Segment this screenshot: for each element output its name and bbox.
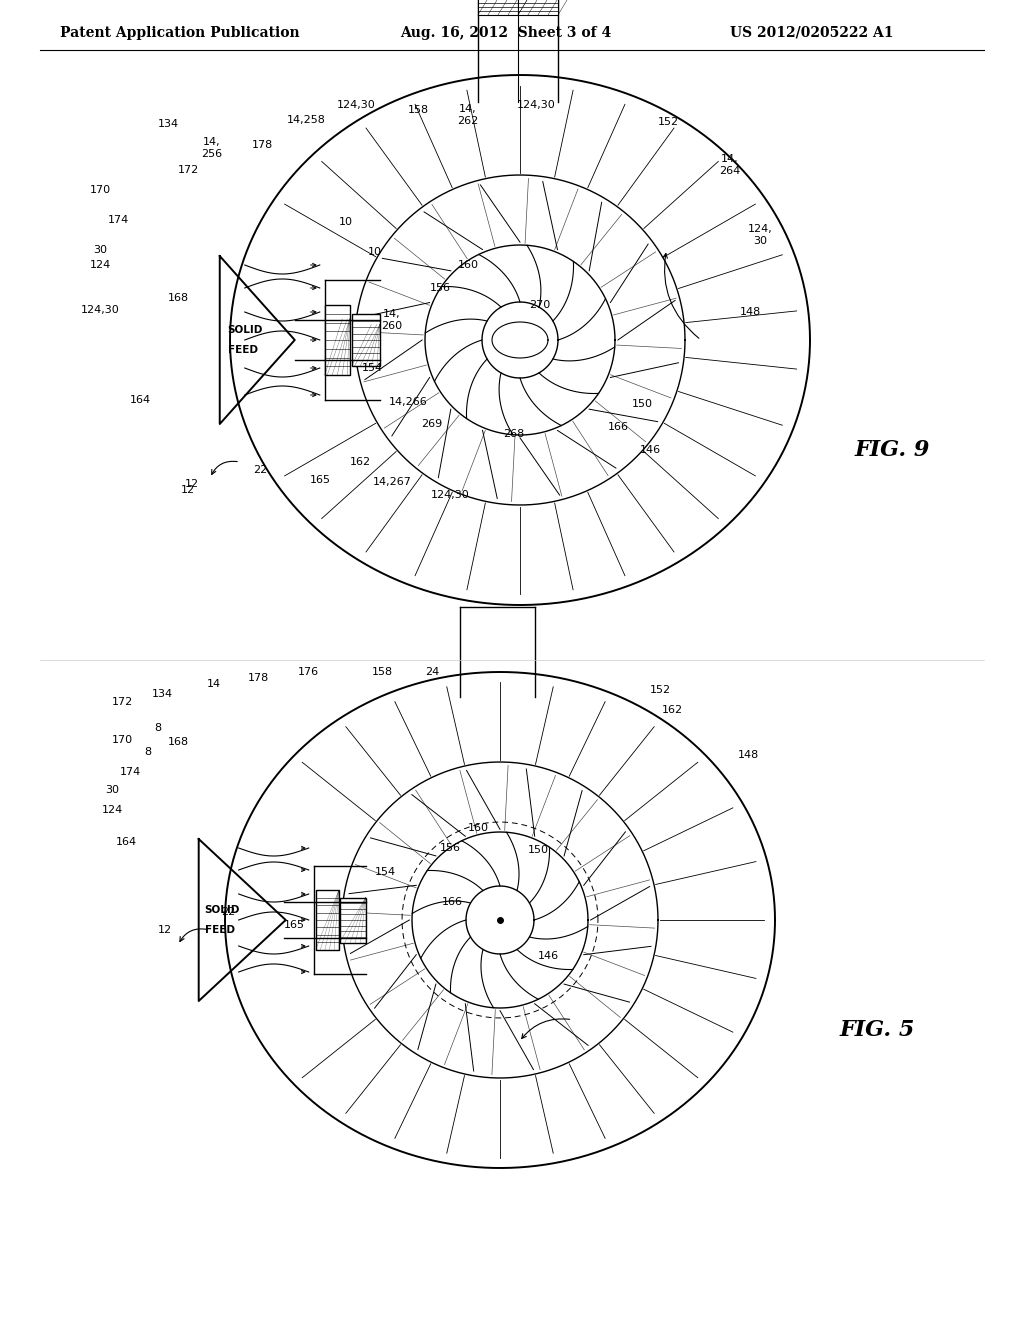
- Bar: [518, 0, 558, 15]
- Bar: [325, 305, 350, 375]
- Text: 24: 24: [425, 667, 439, 677]
- Text: 14,
262: 14, 262: [458, 104, 478, 125]
- Text: 178: 178: [251, 140, 272, 150]
- Text: Patent Application Publication: Patent Application Publication: [60, 26, 300, 40]
- Text: 165: 165: [284, 920, 304, 931]
- Text: 134: 134: [152, 689, 173, 700]
- Text: 162: 162: [349, 457, 371, 467]
- Text: 124,30: 124,30: [431, 490, 469, 500]
- Text: 168: 168: [168, 293, 188, 304]
- Text: 156: 156: [429, 282, 451, 293]
- Text: 166: 166: [441, 898, 463, 907]
- Text: 30: 30: [93, 246, 106, 255]
- Text: 172: 172: [177, 165, 199, 176]
- Text: 124,30: 124,30: [517, 100, 555, 110]
- Text: 166: 166: [607, 422, 629, 432]
- Text: 14,267: 14,267: [373, 477, 412, 487]
- Text: 165: 165: [309, 475, 331, 484]
- Text: 174: 174: [108, 215, 129, 224]
- Text: 172: 172: [112, 697, 133, 708]
- Text: 270: 270: [529, 300, 551, 310]
- Text: 12: 12: [181, 484, 195, 495]
- Text: 14,
264: 14, 264: [720, 154, 740, 176]
- Bar: [315, 890, 339, 949]
- Text: 124: 124: [101, 805, 123, 814]
- Bar: [352, 314, 380, 366]
- Text: 176: 176: [297, 667, 318, 677]
- Text: 124,30: 124,30: [81, 305, 120, 315]
- Text: 134: 134: [158, 119, 178, 129]
- Text: 178: 178: [248, 673, 268, 682]
- Text: 268: 268: [504, 429, 524, 440]
- Text: FEED: FEED: [227, 345, 258, 355]
- Text: 174: 174: [120, 767, 140, 777]
- Text: 14,
256: 14, 256: [202, 137, 222, 158]
- Text: SOLID: SOLID: [205, 906, 240, 915]
- Text: 22: 22: [253, 465, 267, 475]
- Text: FEED: FEED: [205, 925, 234, 935]
- Text: 124: 124: [89, 260, 111, 271]
- Text: 10: 10: [339, 216, 353, 227]
- Text: 14: 14: [207, 678, 221, 689]
- Text: 156: 156: [439, 843, 461, 853]
- Text: 152: 152: [657, 117, 679, 127]
- Text: SOLID: SOLID: [227, 325, 263, 335]
- Text: 8: 8: [155, 723, 162, 733]
- Text: 12: 12: [158, 925, 172, 935]
- Text: 160: 160: [468, 822, 488, 833]
- Text: 148: 148: [739, 308, 761, 317]
- Text: Aug. 16, 2012  Sheet 3 of 4: Aug. 16, 2012 Sheet 3 of 4: [400, 26, 611, 40]
- Text: 22: 22: [221, 907, 236, 917]
- Text: 168: 168: [168, 737, 188, 747]
- Text: 146: 146: [639, 445, 660, 455]
- Text: FIG. 5: FIG. 5: [840, 1019, 915, 1041]
- Text: 158: 158: [408, 106, 429, 115]
- Text: 30: 30: [105, 785, 119, 795]
- Text: 124,30: 124,30: [337, 100, 376, 110]
- Bar: [478, 0, 518, 15]
- Text: 170: 170: [112, 735, 132, 744]
- Text: 8: 8: [144, 747, 152, 756]
- Text: 124,
30: 124, 30: [748, 224, 772, 246]
- Text: 162: 162: [662, 705, 683, 715]
- Text: 164: 164: [129, 395, 151, 405]
- Text: US 2012/0205222 A1: US 2012/0205222 A1: [730, 26, 894, 40]
- Text: 14,266: 14,266: [389, 397, 427, 407]
- Text: FIG. 9: FIG. 9: [855, 440, 931, 461]
- Text: 158: 158: [372, 667, 392, 677]
- Text: 150: 150: [527, 845, 549, 855]
- Text: 164: 164: [116, 837, 136, 847]
- Text: 170: 170: [89, 185, 111, 195]
- Text: 12: 12: [185, 479, 199, 488]
- Text: 14,
260: 14, 260: [381, 309, 402, 331]
- Text: 160: 160: [458, 260, 478, 271]
- Text: 269: 269: [421, 418, 442, 429]
- Text: 14,258: 14,258: [287, 115, 326, 125]
- Text: 154: 154: [361, 363, 383, 374]
- Text: 154: 154: [375, 867, 395, 876]
- Bar: [340, 898, 366, 942]
- Text: 150: 150: [632, 399, 652, 409]
- Text: 10: 10: [368, 247, 382, 257]
- Text: 152: 152: [649, 685, 671, 696]
- Text: 146: 146: [538, 950, 558, 961]
- Text: 148: 148: [737, 750, 759, 760]
